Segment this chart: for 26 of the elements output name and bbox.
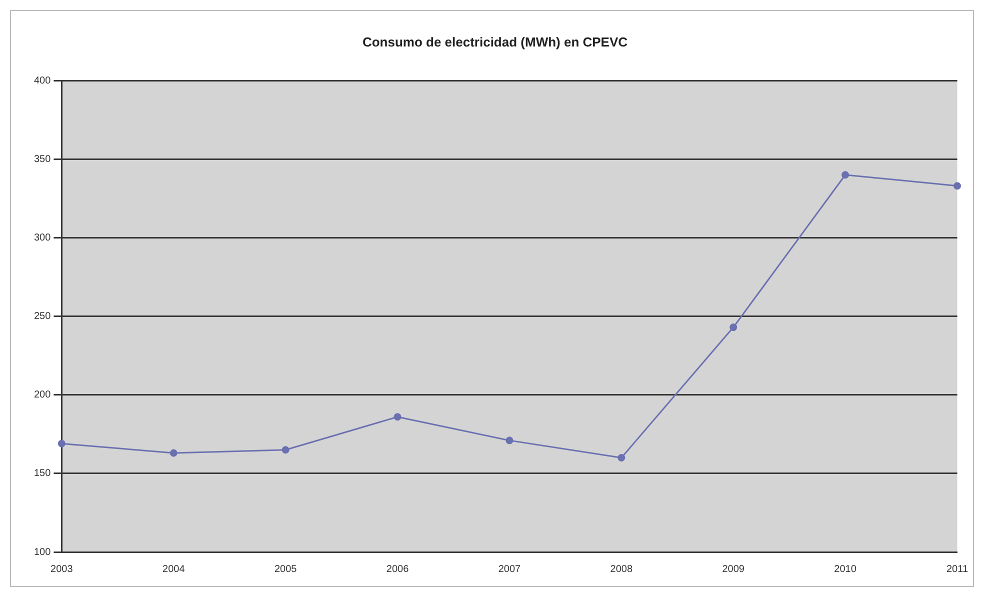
point bbox=[506, 436, 514, 444]
x-tick-label: 2004 bbox=[162, 564, 186, 575]
y-tick-label: 400 bbox=[34, 75, 52, 86]
x-tick-label: 2005 bbox=[274, 564, 298, 575]
x-tick-label: 2007 bbox=[498, 564, 522, 575]
y-tick-label: 300 bbox=[34, 232, 52, 244]
point bbox=[394, 413, 402, 421]
x-tick-label: 2011 bbox=[946, 564, 968, 575]
y-tick-label: 200 bbox=[34, 390, 52, 401]
point bbox=[618, 454, 626, 462]
x-tick-label: 2009 bbox=[722, 564, 745, 575]
y-tick-label: 350 bbox=[34, 154, 52, 165]
chart-title: Consumo de electricidad (MWh) en CPEVC bbox=[362, 34, 628, 50]
x-tick-label: 2006 bbox=[386, 564, 410, 575]
y-tick-label: 100 bbox=[34, 546, 52, 558]
y-tick-label: 250 bbox=[34, 311, 52, 322]
x-tick-label: 2003 bbox=[50, 564, 74, 575]
point bbox=[954, 182, 961, 190]
point bbox=[58, 440, 66, 448]
point bbox=[842, 171, 850, 179]
x-tick-label: 2008 bbox=[610, 564, 633, 575]
y-tick-label: 150 bbox=[34, 468, 52, 480]
point bbox=[282, 446, 290, 454]
point bbox=[730, 324, 738, 332]
point bbox=[170, 449, 178, 457]
x-tick-label: 2010 bbox=[834, 564, 857, 575]
